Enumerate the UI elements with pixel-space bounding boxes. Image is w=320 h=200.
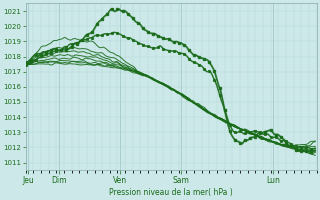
- X-axis label: Pression niveau de la mer( hPa ): Pression niveau de la mer( hPa ): [109, 188, 233, 197]
